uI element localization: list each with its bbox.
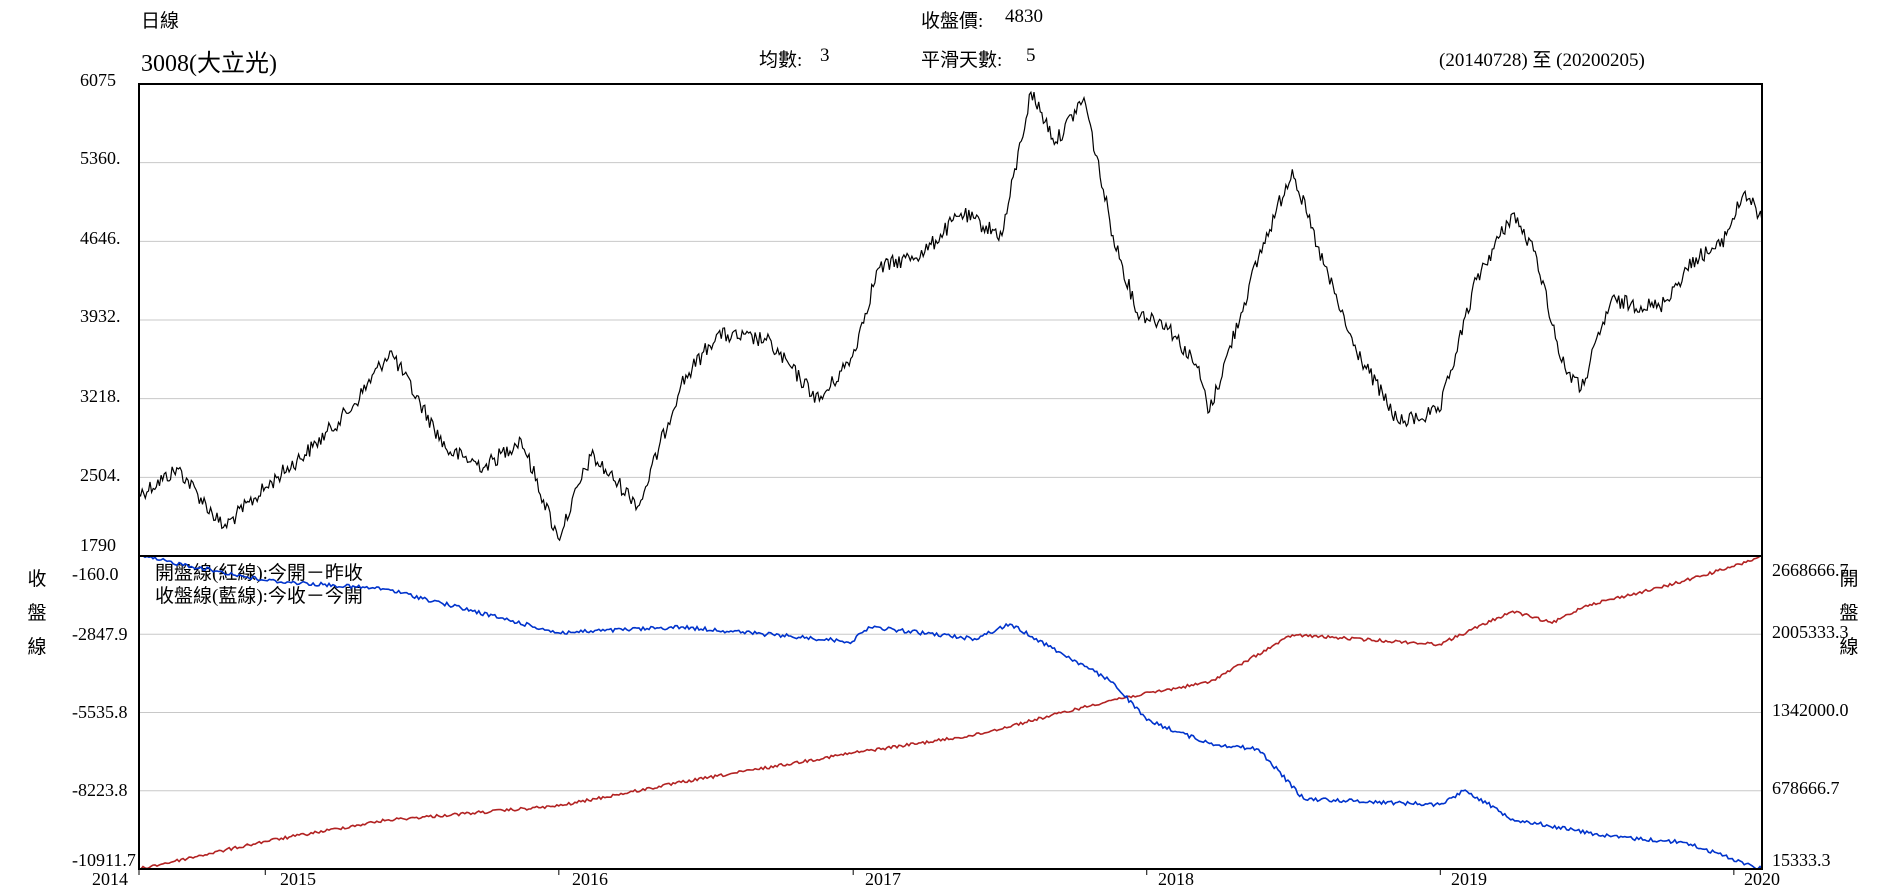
x-tick: 2016 — [572, 869, 608, 889]
price-y-tick: 1790 — [80, 535, 116, 555]
open-line-axis-label: 開盤線 — [1839, 569, 1859, 658]
open-line-y-tick: 678666.7 — [1772, 778, 1840, 798]
stock-title: 3008(大立光) — [141, 51, 277, 77]
x-tick: 2014 — [92, 869, 128, 889]
period-label: 日線 — [141, 11, 180, 32]
price-y-tick: 6075 — [80, 70, 116, 90]
close-line-axis-label: 收盤線 — [27, 569, 47, 658]
legend-close-line: 收盤線(藍線):今收－今開 — [155, 586, 363, 607]
date-range: (20140728) 至 (20200205) — [1439, 50, 1645, 71]
open-line-y-tick: 2005333.3 — [1772, 622, 1849, 642]
close-line-series — [139, 555, 1763, 870]
close-line-y-tick: -5535.8 — [72, 702, 128, 722]
oscillator-panel-frame — [138, 555, 1763, 870]
price-y-tick: 3218. — [80, 386, 121, 406]
open-line-y-tick: 1342000.0 — [1772, 700, 1849, 720]
price-y-tick: 2504. — [80, 465, 121, 485]
open-line-y-tick: 15333.3 — [1772, 850, 1831, 870]
price-y-tick: 4646. — [80, 228, 121, 248]
smooth-days-label: 平滑天數: — [921, 50, 1003, 71]
avg-label: 均數: — [759, 50, 803, 71]
avg-value: 3 — [820, 45, 830, 66]
open-line-series — [138, 555, 1763, 870]
price-y-tick: 5360. — [80, 148, 121, 168]
x-tick: 2015 — [280, 869, 316, 889]
open-line-y-tick: 2668666.7 — [1772, 560, 1849, 580]
close-line-y-tick: -8223.8 — [72, 780, 128, 800]
price-y-tick: 3932. — [80, 306, 121, 326]
close-price-value: 4830 — [1005, 6, 1043, 27]
x-tick: 2020 — [1744, 869, 1780, 889]
x-tick: 2017 — [865, 869, 901, 889]
x-tick: 2018 — [1158, 869, 1194, 889]
x-tick: 2019 — [1451, 869, 1487, 889]
close-line-y-tick: -2847.9 — [72, 624, 128, 644]
close-line-y-tick: -10911.7 — [72, 850, 136, 870]
smooth-days-value: 5 — [1026, 45, 1036, 66]
close-price-label: 收盤價: — [921, 11, 984, 32]
close-line-y-tick: -160.0 — [72, 564, 119, 584]
price-series-line — [138, 90, 1763, 542]
